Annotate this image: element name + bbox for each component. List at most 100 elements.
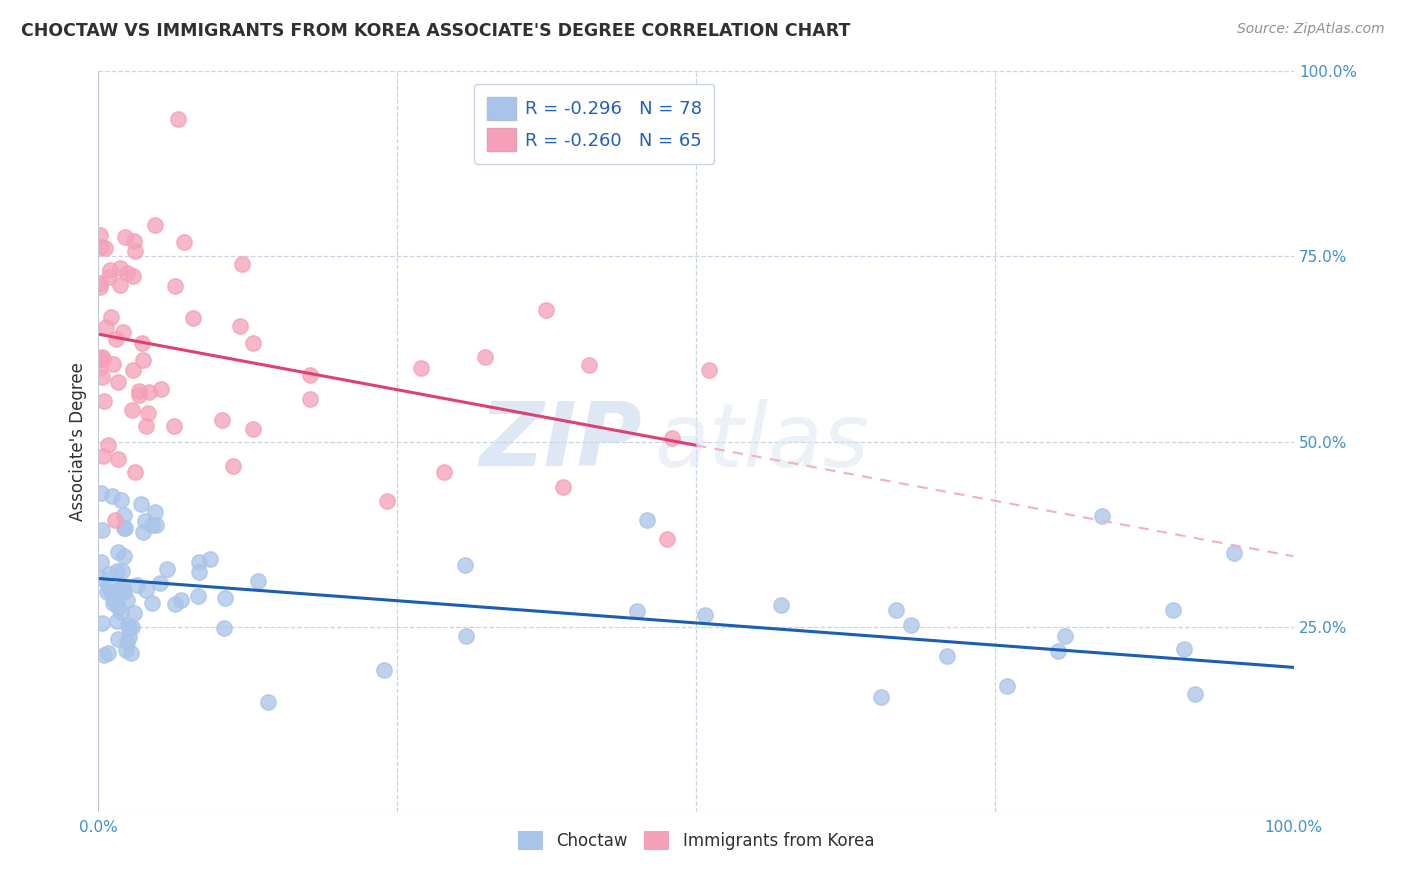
- Point: [101, 357, 124, 371]
- Point: [122, 363, 145, 377]
- Point: [222, 459, 245, 474]
- Point: [411, 360, 433, 375]
- Point: [870, 690, 893, 704]
- Point: [122, 607, 145, 621]
- Point: [112, 584, 135, 599]
- Point: [91, 524, 114, 538]
- Point: [89, 277, 111, 291]
- Text: atlas: atlas: [654, 399, 869, 484]
- Point: [1054, 629, 1077, 643]
- Point: [143, 218, 166, 232]
- Point: [167, 112, 190, 127]
- Point: [131, 335, 153, 350]
- Point: [110, 581, 132, 595]
- Point: [104, 513, 127, 527]
- Point: [115, 634, 138, 648]
- Point: [115, 265, 138, 279]
- Point: [534, 302, 557, 317]
- Text: Source: ZipAtlas.com: Source: ZipAtlas.com: [1237, 22, 1385, 37]
- Point: [900, 618, 922, 632]
- Point: [884, 603, 907, 617]
- Point: [90, 240, 112, 254]
- Point: [474, 350, 496, 364]
- Point: [1223, 546, 1246, 560]
- Point: [107, 375, 129, 389]
- Point: [454, 558, 477, 573]
- Point: [98, 567, 121, 582]
- Point: [173, 235, 195, 249]
- Point: [91, 352, 114, 367]
- Point: [107, 632, 129, 646]
- Point: [117, 593, 139, 607]
- Point: [111, 580, 134, 594]
- Point: [454, 629, 477, 643]
- Point: [186, 589, 208, 603]
- Point: [101, 489, 124, 503]
- Point: [551, 480, 574, 494]
- Point: [298, 392, 321, 407]
- Point: [97, 437, 120, 451]
- Point: [91, 449, 114, 463]
- Point: [124, 244, 146, 259]
- Point: [89, 228, 111, 243]
- Point: [89, 352, 111, 367]
- Point: [121, 620, 143, 634]
- Point: [118, 630, 141, 644]
- Point: [124, 465, 146, 479]
- Point: [100, 310, 122, 325]
- Point: [112, 521, 135, 535]
- Point: [122, 269, 145, 284]
- Point: [181, 310, 204, 325]
- Point: [112, 508, 135, 523]
- Point: [134, 514, 156, 528]
- Point: [125, 578, 148, 592]
- Point: [89, 361, 111, 376]
- Point: [769, 599, 792, 613]
- Point: [145, 517, 167, 532]
- Point: [128, 384, 150, 398]
- Point: [661, 431, 683, 445]
- Point: [120, 646, 142, 660]
- Point: [636, 513, 658, 527]
- Point: [1046, 644, 1069, 658]
- Point: [94, 320, 117, 334]
- Point: [131, 353, 153, 368]
- Point: [257, 694, 280, 708]
- Point: [165, 279, 187, 293]
- Point: [229, 318, 252, 333]
- Point: [114, 521, 136, 535]
- Point: [231, 257, 253, 271]
- Point: [91, 351, 114, 365]
- Point: [375, 493, 398, 508]
- Point: [114, 642, 136, 657]
- Point: [1161, 603, 1184, 617]
- Y-axis label: Associate's Degree: Associate's Degree: [69, 362, 87, 521]
- Point: [112, 549, 135, 563]
- Point: [114, 230, 136, 244]
- Point: [170, 593, 193, 607]
- Legend: Choctaw, Immigrants from Korea: Choctaw, Immigrants from Korea: [512, 825, 880, 856]
- Point: [155, 562, 177, 576]
- Point: [211, 412, 233, 426]
- Point: [298, 368, 321, 382]
- Point: [108, 277, 131, 292]
- Point: [107, 564, 129, 578]
- Point: [247, 574, 270, 588]
- Text: ZIP: ZIP: [479, 398, 643, 485]
- Point: [90, 486, 112, 500]
- Point: [90, 555, 112, 569]
- Point: [91, 369, 114, 384]
- Point: [697, 362, 720, 376]
- Point: [373, 664, 395, 678]
- Point: [121, 402, 143, 417]
- Point: [98, 263, 121, 277]
- Point: [242, 422, 264, 436]
- Point: [89, 279, 111, 293]
- Point: [132, 525, 155, 540]
- Point: [90, 615, 112, 630]
- Point: [107, 452, 129, 467]
- Point: [100, 585, 122, 599]
- Point: [93, 648, 115, 662]
- Point: [111, 564, 134, 578]
- Point: [214, 591, 236, 605]
